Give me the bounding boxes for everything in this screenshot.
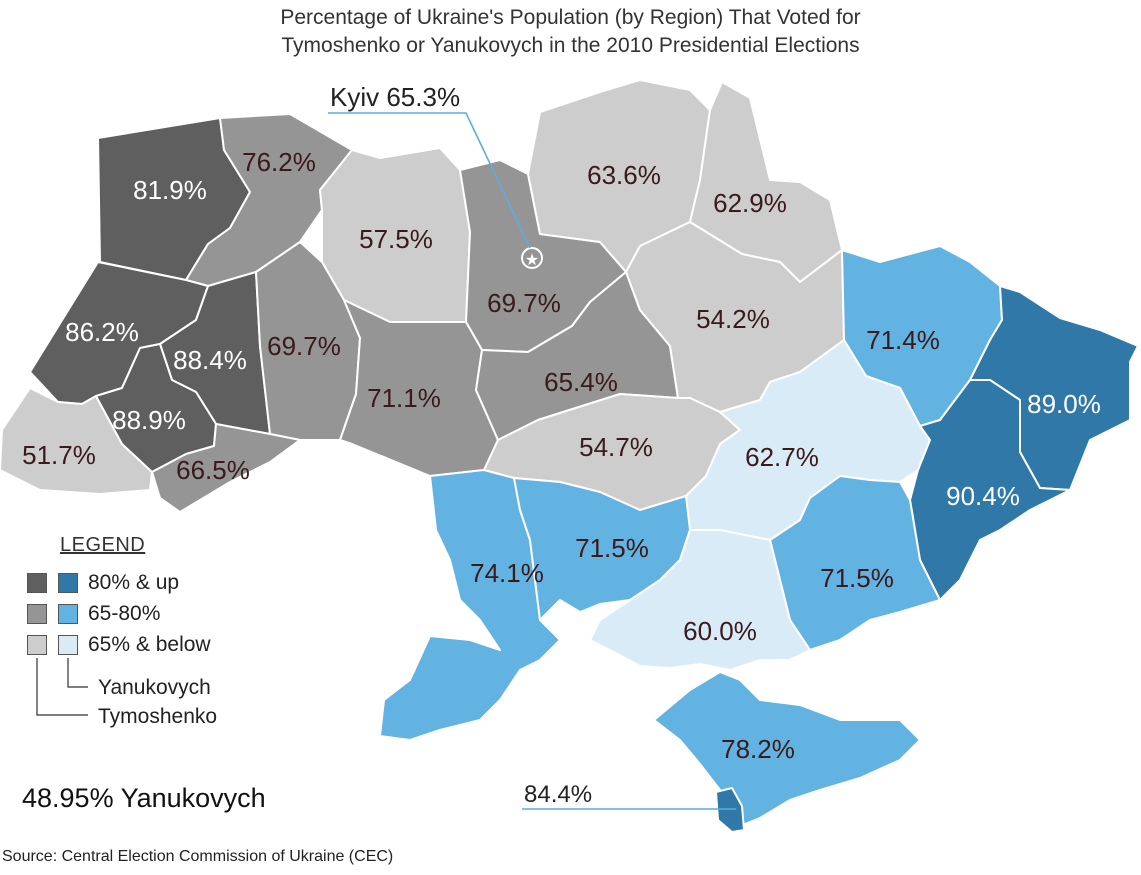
- region-label: 71.1%: [367, 383, 441, 413]
- legend-tymoshenko-label: Tymoshenko: [98, 705, 218, 728]
- region-label: 71.5%: [575, 533, 649, 563]
- legend-label-mid: 65-80%: [88, 602, 161, 625]
- legend-yanukovych-label: Yanukovych: [98, 676, 211, 699]
- region-label: 78.2%: [721, 734, 795, 764]
- region-label: 62.7%: [745, 442, 819, 472]
- region-label: 57.5%: [359, 224, 433, 254]
- legend-label-high: 80% & up: [88, 571, 180, 594]
- region-label: 65.4%: [544, 367, 618, 397]
- region-ivano-frankivsk: [95, 343, 217, 473]
- region-label: 86.2%: [65, 317, 139, 347]
- region-label: 76.2%: [242, 147, 316, 177]
- region-label: 51.7%: [22, 440, 96, 470]
- region-label: 71.4%: [866, 325, 940, 355]
- region-label: 74.1%: [470, 558, 544, 588]
- region-label: 60.0%: [683, 616, 757, 646]
- kyiv-city-marker: [521, 247, 543, 269]
- legend-swatch-tymoshenko-mid: [27, 604, 47, 624]
- legend-swatch-yanukovych-mid: [58, 604, 78, 624]
- region-label: 88.4%: [173, 345, 247, 375]
- region-label: 63.6%: [587, 160, 661, 190]
- region-chernivtsi: [151, 423, 301, 513]
- kyiv-callout-line: [328, 112, 531, 249]
- kyiv-callout-label: Kyiv 65.3%: [330, 82, 460, 112]
- region-label: 66.5%: [176, 455, 250, 485]
- region-donetsk: [909, 379, 1071, 601]
- legend-label-low: 65% & below: [88, 633, 211, 656]
- region-label: 90.4%: [946, 481, 1020, 511]
- region-label: 54.2%: [696, 304, 770, 334]
- national-result: 48.95% Yanukovych: [22, 783, 266, 813]
- region-label: 69.7%: [267, 331, 341, 361]
- title-line-2: Tymoshenko or Yanukovych in the 2010 Pre…: [281, 34, 860, 57]
- region-sevastopol: [715, 787, 745, 833]
- title-line-1: Percentage of Ukraine's Population (by R…: [280, 6, 861, 29]
- region-zakarpattia: [0, 387, 153, 495]
- region-label: 88.9%: [112, 405, 186, 435]
- legend-swatch-tymoshenko-high: [27, 573, 47, 593]
- region-label: 62.9%: [713, 188, 787, 218]
- region-label: 71.5%: [820, 563, 894, 593]
- region-kherson: [589, 529, 811, 671]
- region-label: 81.9%: [133, 175, 207, 205]
- legend-swatch-tymoshenko-low: [27, 635, 47, 655]
- legend-connectors: [36, 658, 88, 716]
- region-label: 54.7%: [579, 432, 653, 462]
- star-icon: ★: [525, 250, 539, 269]
- source-note: Source: Central Election Commission of U…: [2, 848, 394, 865]
- legend-swatch-yanukovych-high: [58, 573, 78, 593]
- region-label: 69.7%: [487, 288, 561, 318]
- legend-title: LEGEND: [60, 534, 146, 556]
- region-label: 89.0%: [1027, 389, 1101, 419]
- legend-swatch-yanukovych-low: [58, 635, 78, 655]
- map-title: Percentage of Ukraine's Population (by R…: [0, 4, 1141, 60]
- sevastopol-callout-label: 84.4%: [524, 781, 592, 808]
